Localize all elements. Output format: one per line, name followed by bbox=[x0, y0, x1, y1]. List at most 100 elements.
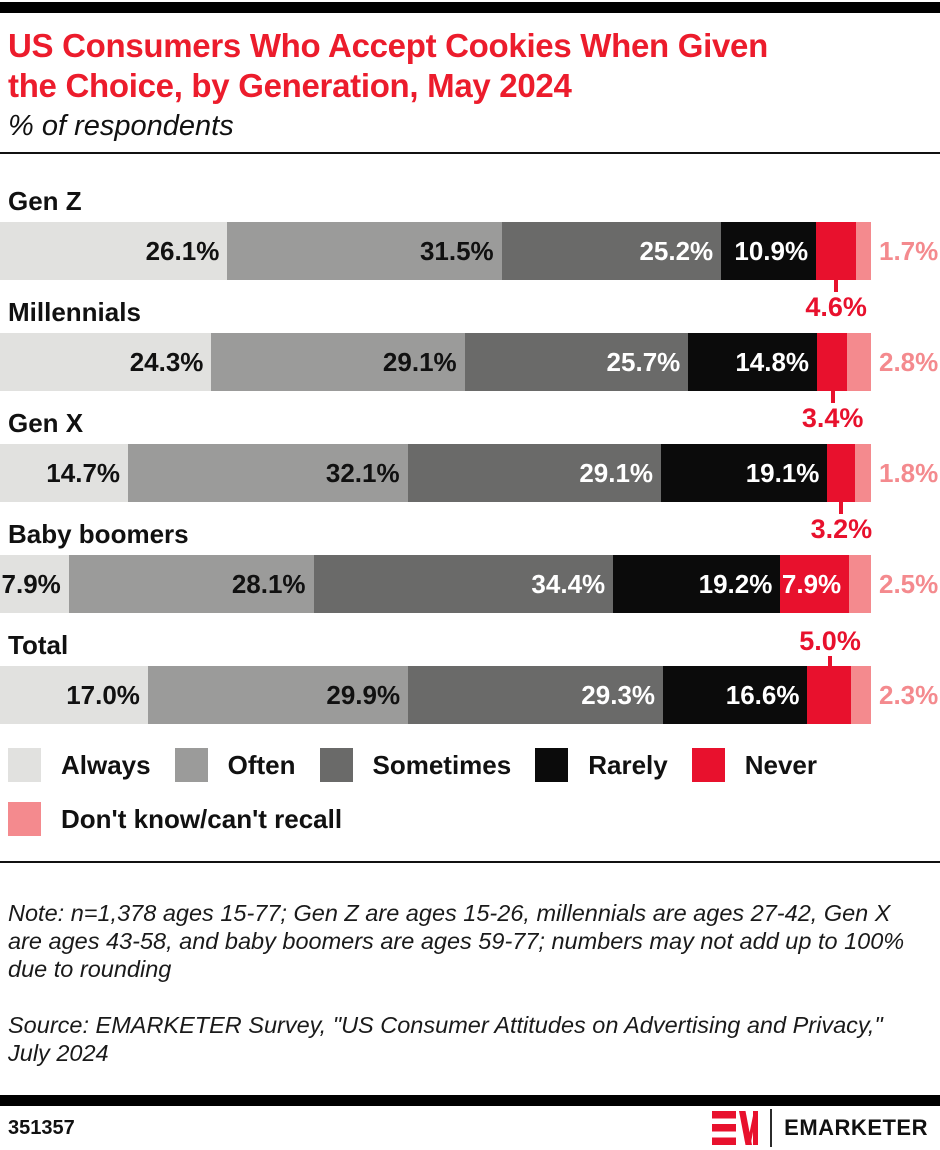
bar-segment-rarely: 16.6% bbox=[663, 666, 808, 724]
chart-row-total: Total 17.0% 29.9% 29.3% 16.6% 2.3% 5.0% bbox=[0, 624, 940, 735]
stacked-bar-chart: Gen Z 26.1% 31.5% 25.2% 10.9% 1.7% 4.6% Millenn… bbox=[0, 180, 940, 735]
source-text: Source: EMARKETER Survey, "US Consumer A… bbox=[8, 1012, 883, 1066]
brand-name: EMARKETER bbox=[784, 1115, 928, 1140]
notes-block: Note: n=1,378 ages 15-77; Gen Z are ages… bbox=[0, 863, 940, 1095]
bar-segment-sometimes: 25.7% bbox=[464, 333, 689, 391]
row-head: Baby boomers bbox=[0, 513, 940, 555]
legend-swatch-never bbox=[691, 748, 725, 782]
bar-value-label: 29.3% bbox=[581, 679, 656, 710]
bar-value-label-outside: 2.8% bbox=[879, 346, 939, 377]
bar-value-label: 24.3% bbox=[129, 346, 204, 377]
callout-connector bbox=[828, 656, 833, 666]
bar-value-label-outside: 2.5% bbox=[879, 568, 939, 599]
category-label: Gen Z bbox=[8, 185, 82, 216]
chart-row-baby-boomers: Baby boomers 7.9% 28.1% 34.4% 19.2% 7.9% 2.5% bbox=[0, 513, 940, 624]
notes-divider bbox=[0, 861, 940, 863]
note-text: Note: n=1,378 ages 15-77; Gen Z are ages… bbox=[8, 900, 905, 982]
legend-label: Sometimes bbox=[372, 749, 512, 780]
category-label: Total bbox=[8, 629, 69, 660]
legend-swatch-dk bbox=[8, 802, 41, 836]
brand-lockup: EMARKETER bbox=[712, 1109, 928, 1147]
bar-segment-often: 29.1% bbox=[211, 333, 465, 391]
legend-label: Often bbox=[227, 749, 296, 780]
callout-connector bbox=[839, 502, 844, 514]
legend-item-often: Often bbox=[174, 748, 296, 782]
chart-title: US Consumers Who Accept Cookies When Giv… bbox=[8, 27, 768, 104]
chart-header: US Consumers Who Accept Cookies When Giv… bbox=[0, 13, 940, 144]
chart-row-gen-z: Gen Z 26.1% 31.5% 25.2% 10.9% 1.7% 4.6% bbox=[0, 180, 940, 322]
category-label: Baby boomers bbox=[8, 518, 189, 549]
bar-value-label: 7.9% bbox=[1, 568, 61, 599]
callout-connector bbox=[830, 391, 835, 403]
legend-item-dk: Don't know/can't recall bbox=[8, 802, 342, 836]
bar-value-label: 29.9% bbox=[326, 679, 401, 710]
bar-segment-never bbox=[807, 666, 851, 724]
bar-value-label-outside: 1.7% bbox=[879, 235, 939, 266]
bar-value-label: 14.8% bbox=[735, 346, 810, 377]
bar-segment-always: 17.0% bbox=[0, 666, 148, 724]
stacked-bar: 17.0% 29.9% 29.3% 16.6% 2.3% bbox=[0, 666, 938, 724]
callout-connector bbox=[834, 280, 839, 292]
bar-segment-rarely: 19.1% bbox=[661, 444, 828, 502]
bar-value-label: 7.9% bbox=[781, 568, 842, 599]
bar-value-label: 16.6% bbox=[725, 679, 800, 710]
bar-segment-sometimes: 29.1% bbox=[407, 444, 662, 502]
footer-border-bar bbox=[0, 1095, 940, 1106]
row-head: Gen Z bbox=[0, 180, 940, 222]
bar-value-label: 25.7% bbox=[606, 346, 681, 377]
legend-swatch-rarely bbox=[535, 748, 569, 782]
legend-row: Don't know/can't recall bbox=[8, 802, 940, 836]
bar-segment-sometimes: 29.3% bbox=[408, 666, 664, 724]
bar-value-label-outside: 1.8% bbox=[879, 457, 939, 488]
bar-segment-always: 24.3% bbox=[0, 333, 212, 391]
bar-value-label: 34.4% bbox=[531, 568, 606, 599]
chart-subtitle: % of respondents bbox=[8, 110, 234, 142]
bar-value-label: 29.1% bbox=[579, 457, 654, 488]
bar-value-label: 17.0% bbox=[66, 679, 140, 710]
chart-id: 351357 bbox=[8, 1116, 75, 1139]
emarketer-logo-icon bbox=[712, 1111, 759, 1145]
stacked-bar: 14.7% 32.1% 29.1% 19.1% 1.8% bbox=[0, 444, 938, 502]
row-head: Gen X bbox=[0, 402, 940, 444]
legend: Always Often Sometimes Rarely Never Don't kno… bbox=[0, 748, 940, 836]
bar-value-callout: 4.6% bbox=[805, 292, 867, 322]
bar-value-label: 32.1% bbox=[325, 457, 400, 488]
bar-segment-always: 7.9% bbox=[0, 555, 69, 613]
bar-segment-dk bbox=[849, 555, 871, 613]
bar-segment-dk bbox=[846, 333, 871, 391]
bar-segment-rarely: 10.9% bbox=[721, 222, 817, 280]
bar-segment-sometimes: 34.4% bbox=[313, 555, 614, 613]
chart-row-millennials: Millennials 24.3% 29.1% 25.7% 14.8% 2.8% 3.4% bbox=[0, 291, 940, 433]
legend-label: Always bbox=[61, 749, 151, 780]
row-head: Millennials bbox=[0, 291, 940, 333]
legend-item-never: Never bbox=[691, 748, 818, 782]
legend-label: Never bbox=[744, 749, 818, 780]
legend-swatch-often bbox=[174, 748, 208, 782]
bar-value-label: 26.1% bbox=[145, 235, 220, 266]
legend-label: Don't know/can't recall bbox=[61, 803, 343, 834]
bar-value-label: 28.1% bbox=[231, 568, 306, 599]
category-label: Millennials bbox=[8, 296, 141, 327]
category-label: Gen X bbox=[8, 407, 84, 438]
bar-segment-dk bbox=[850, 666, 871, 724]
bar-segment-never bbox=[817, 333, 847, 391]
bar-segment-often: 32.1% bbox=[128, 444, 408, 502]
bar-segment-always: 14.7% bbox=[0, 444, 129, 502]
bar-segment-sometimes: 25.2% bbox=[501, 222, 722, 280]
bar-value-label: 31.5% bbox=[419, 235, 494, 266]
stacked-bar: 7.9% 28.1% 34.4% 19.2% 7.9% 2.5% bbox=[0, 555, 938, 613]
bar-segment-rarely: 19.2% bbox=[613, 555, 781, 613]
bar-value-label-outside: 2.3% bbox=[879, 679, 939, 710]
legend-row: Always Often Sometimes Rarely Never bbox=[8, 748, 940, 782]
legend-swatch-always bbox=[8, 748, 41, 782]
bar-segment-never bbox=[827, 444, 856, 502]
bar-segment-often: 29.9% bbox=[147, 666, 409, 724]
bar-segment-never: 7.9% bbox=[780, 555, 850, 613]
footer: 351357 EMARKETER bbox=[0, 1106, 940, 1150]
bar-value-label: 19.1% bbox=[745, 457, 820, 488]
bar-segment-never bbox=[816, 222, 857, 280]
chart-row-gen-x: Gen X 14.7% 32.1% 29.1% 19.1% 1.8% 3.2% bbox=[0, 402, 940, 544]
bar-segment-rarely: 14.8% bbox=[688, 333, 818, 391]
bar-value-callout: 5.0% bbox=[799, 626, 861, 656]
bar-value-label: 29.1% bbox=[382, 346, 457, 377]
